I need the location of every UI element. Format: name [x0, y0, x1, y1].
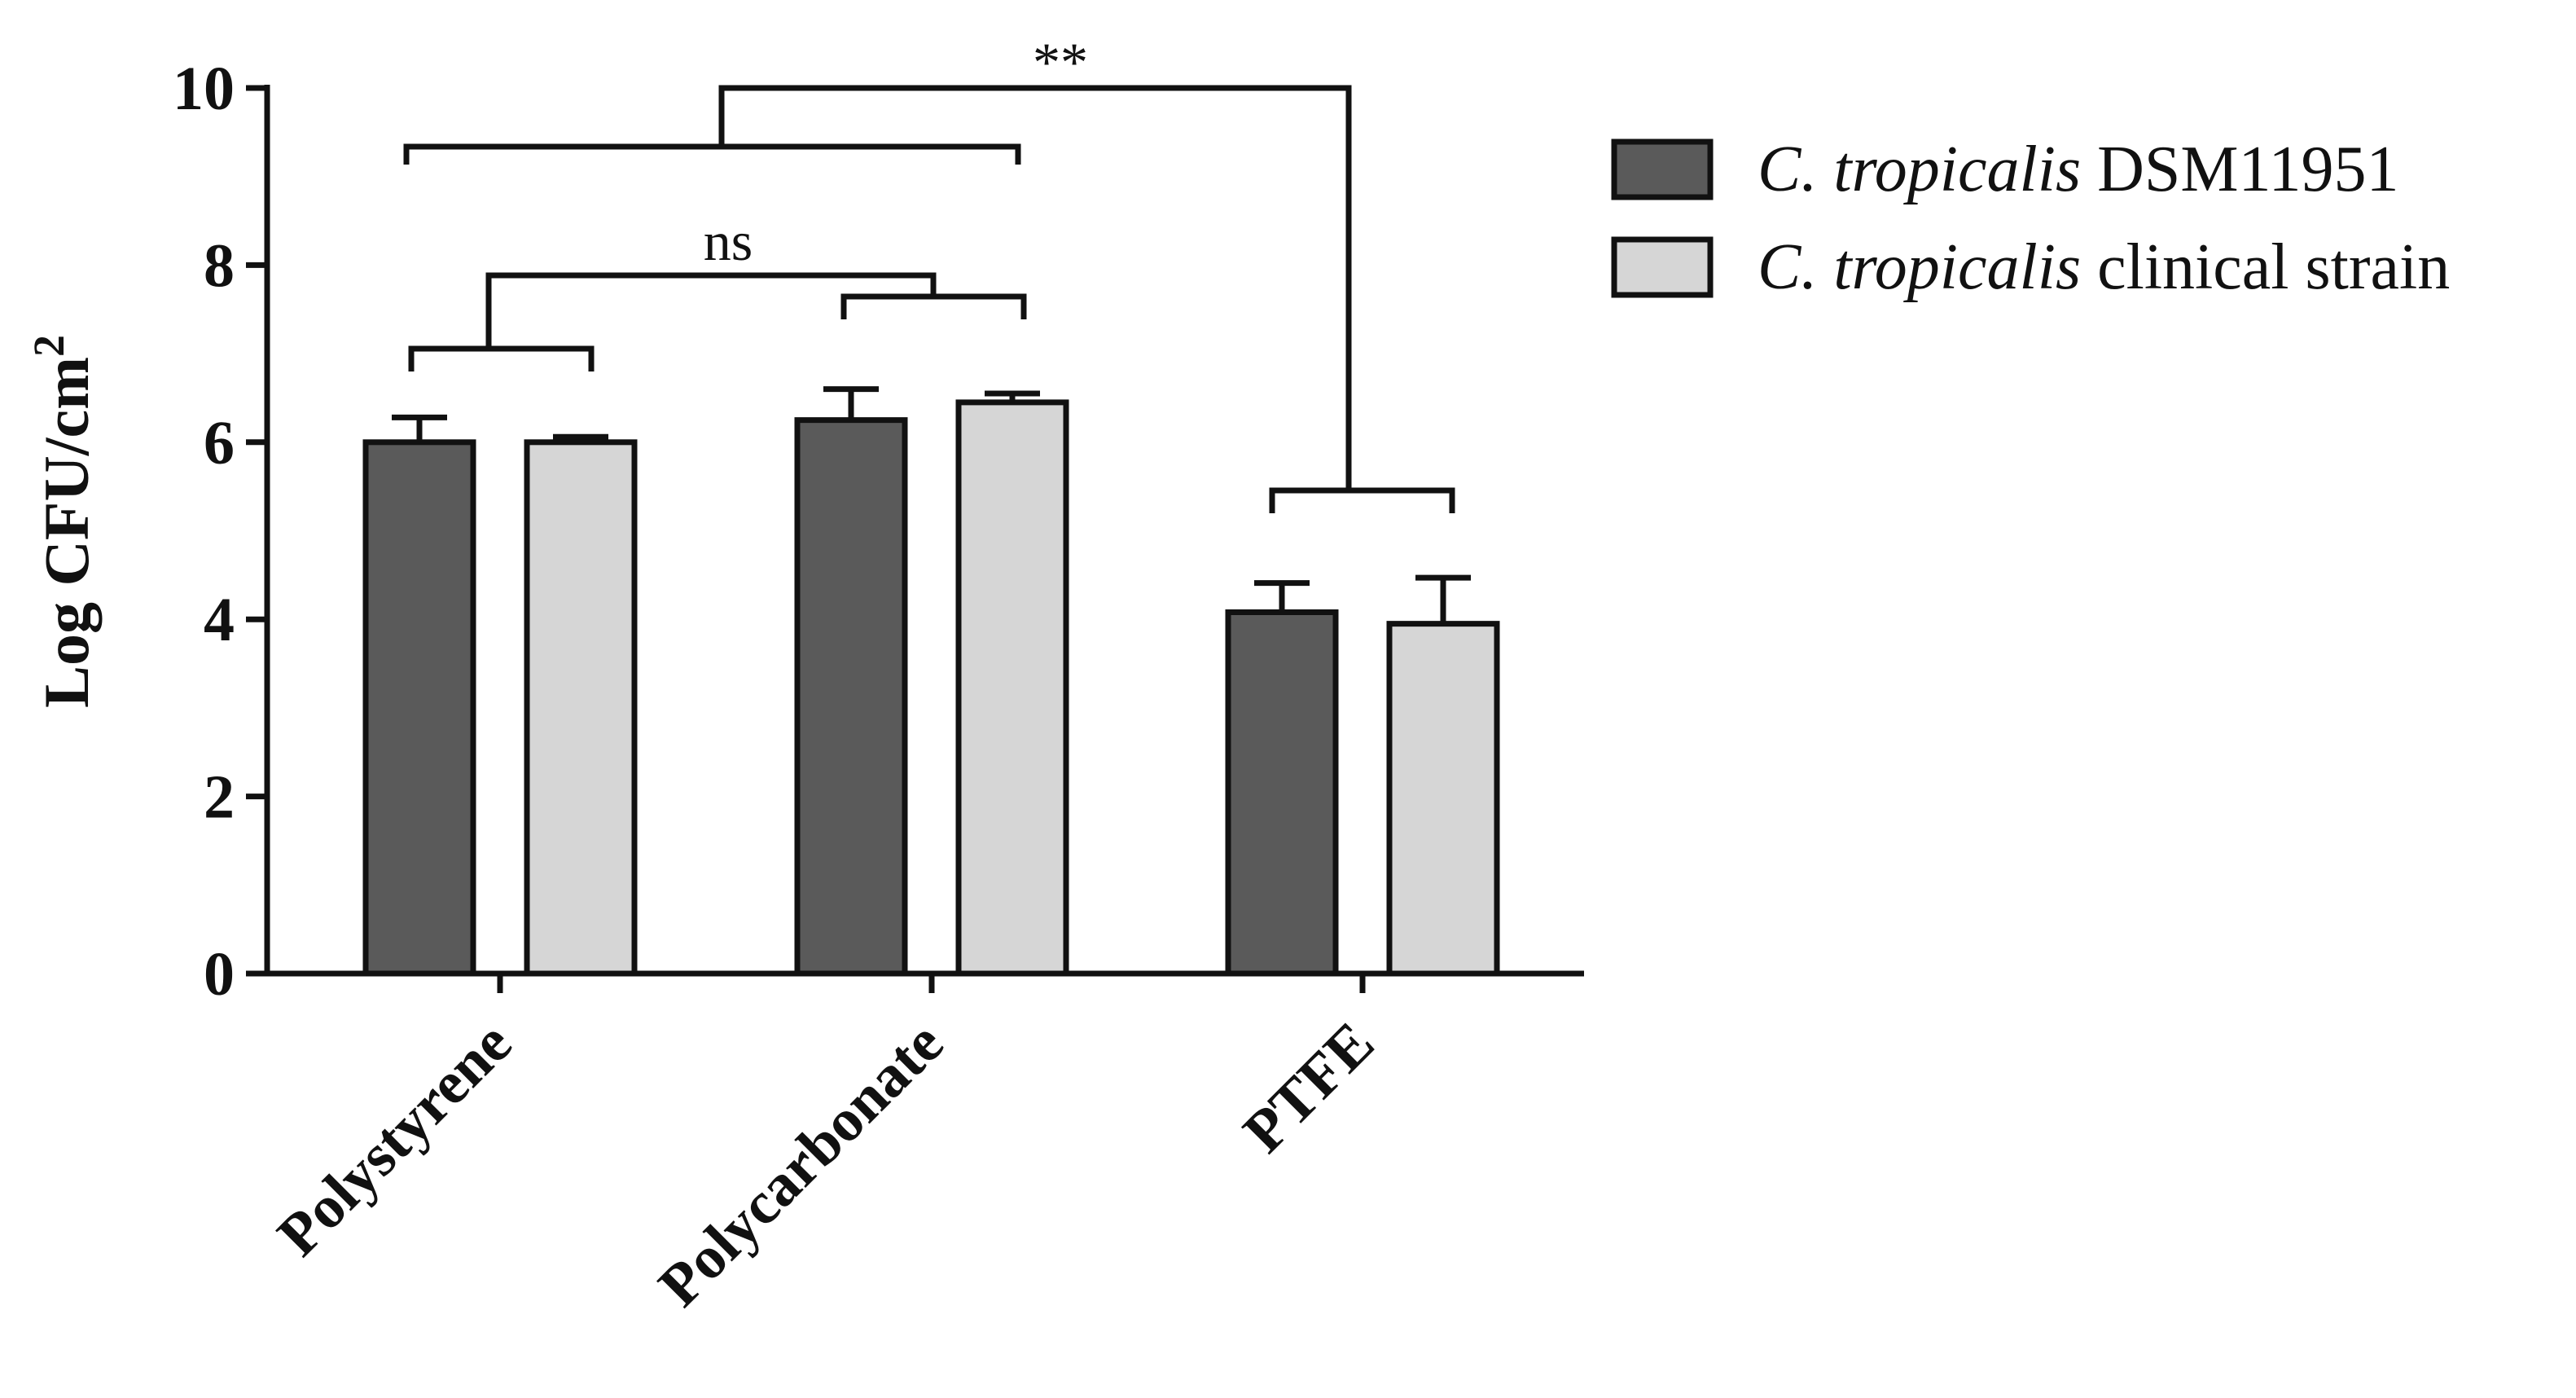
significance-bracket	[840, 293, 1027, 319]
legend-swatch-dsm11951	[1611, 138, 1714, 200]
significance-label-ns: ns	[704, 210, 753, 272]
bar	[1386, 621, 1500, 977]
bar	[955, 399, 1069, 977]
legend-label-dsm11951-italic: C. tropicalis	[1758, 134, 2081, 205]
legend-label-clinical-rest: clinical strain	[2081, 231, 2450, 303]
significance-brackets: ** ns	[403, 31, 1455, 513]
legend-swatch-clinical	[1611, 236, 1714, 298]
plot-area	[362, 386, 1500, 977]
y-tick-label: 10	[173, 55, 235, 123]
bar	[794, 417, 908, 977]
y-tick-label: 4	[204, 586, 235, 654]
significance-bracket	[403, 143, 1021, 165]
legend-label-dsm11951: C. tropicalis DSM11951	[1758, 134, 2399, 205]
significance-bracket	[1269, 487, 1455, 513]
bar	[524, 439, 638, 977]
bar	[362, 439, 476, 977]
significance-bracket	[408, 345, 595, 371]
significance-bracket-stars	[718, 85, 1352, 490]
y-axis-label-superscript: 2	[24, 335, 73, 357]
legend-label-clinical-italic: C. tropicalis	[1758, 231, 2081, 303]
bar	[1225, 609, 1339, 977]
y-tick-label: 2	[204, 763, 235, 832]
y-axis: 0 2 4 6 8 10	[173, 55, 270, 1009]
x-axis: Polystyrene Polycarbonate PTFE	[265, 970, 1584, 1320]
significance-bracket-ns	[485, 272, 937, 349]
x-tick-label: Polystyrene	[265, 1009, 524, 1269]
legend-label-clinical: C. tropicalis clinical strain	[1758, 231, 2450, 303]
y-axis-label-text: Log CFU/cm	[31, 357, 102, 708]
y-tick-label: 8	[204, 231, 235, 300]
legend-label-dsm11951-rest: DSM11951	[2081, 134, 2398, 205]
legend: C. tropicalis DSM11951 C. tropicalis cli…	[1611, 134, 2450, 303]
y-tick-label: 6	[204, 409, 235, 477]
x-tick-label: Polycarbonate	[646, 1009, 956, 1320]
y-axis-label: Log CFU/cm2	[24, 335, 102, 708]
y-tick-label: 0	[204, 940, 235, 1009]
significance-label-stars: **	[1033, 31, 1088, 93]
x-tick-label: PTFE	[1231, 1009, 1387, 1166]
